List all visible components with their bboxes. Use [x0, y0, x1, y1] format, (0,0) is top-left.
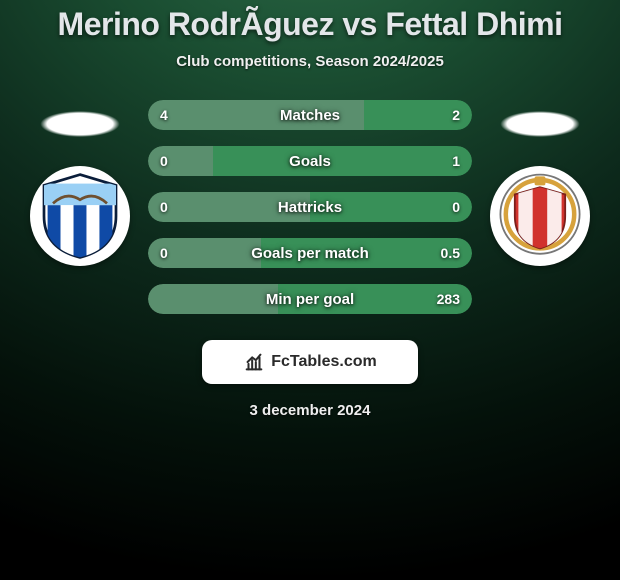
stat-row: 0Hattricks0	[148, 192, 472, 222]
brand-text: FcTables.com	[271, 353, 377, 371]
left-side	[20, 100, 140, 266]
shield-icon	[35, 171, 125, 261]
bar-fill-left	[148, 192, 310, 222]
brand-text-left: Fc	[271, 353, 290, 370]
date-label: 3 december 2024	[0, 402, 620, 419]
comparison-card: Merino RodrÃ­guez vs Fettal Dhimi Club c…	[0, 0, 620, 419]
subtitle: Club competitions, Season 2024/2025	[0, 53, 620, 70]
l-stripe-0	[48, 205, 61, 259]
bar-fill-right	[213, 146, 472, 176]
chart-icon	[243, 351, 265, 373]
bar-fill-left	[148, 100, 364, 130]
stat-row: 4Matches2	[148, 100, 472, 130]
bar-fill-right	[364, 100, 472, 130]
bar-fill-left	[148, 284, 278, 314]
right-team-crest	[490, 166, 590, 266]
bar-track	[148, 238, 472, 268]
right-side	[480, 100, 600, 266]
stat-row: 0Goals1	[148, 146, 472, 176]
stat-row: 0Goals per match0.5	[148, 238, 472, 268]
bar-fill-right	[261, 238, 472, 268]
stat-bars: 4Matches2 0Goals1 0Hattricks0 0Goals per ma…	[140, 100, 480, 314]
stat-row: Min per goal283	[148, 284, 472, 314]
bar-fill-left	[148, 146, 213, 176]
left-team-crest	[30, 166, 130, 266]
bar-fill-right	[310, 192, 472, 222]
brand-text-right: Tables.com	[290, 353, 377, 370]
shield-icon	[495, 171, 585, 261]
bar-track	[148, 284, 472, 314]
bar-track	[148, 192, 472, 222]
r-stripe-1	[533, 187, 547, 250]
left-player-silhouette	[20, 100, 140, 148]
bar-fill-right	[278, 284, 472, 314]
main-row: 4Matches2 0Goals1 0Hattricks0 0Goals per ma…	[0, 100, 620, 314]
right-player-silhouette	[480, 100, 600, 148]
bar-track	[148, 146, 472, 176]
bar-track	[148, 100, 472, 130]
bar-fill-left	[148, 238, 261, 268]
l-stripe-4	[99, 205, 112, 259]
page-title: Merino RodrÃ­guez vs Fettal Dhimi	[0, 6, 620, 43]
brand-badge: FcTables.com	[202, 340, 418, 384]
l-stripe-2	[74, 205, 87, 259]
